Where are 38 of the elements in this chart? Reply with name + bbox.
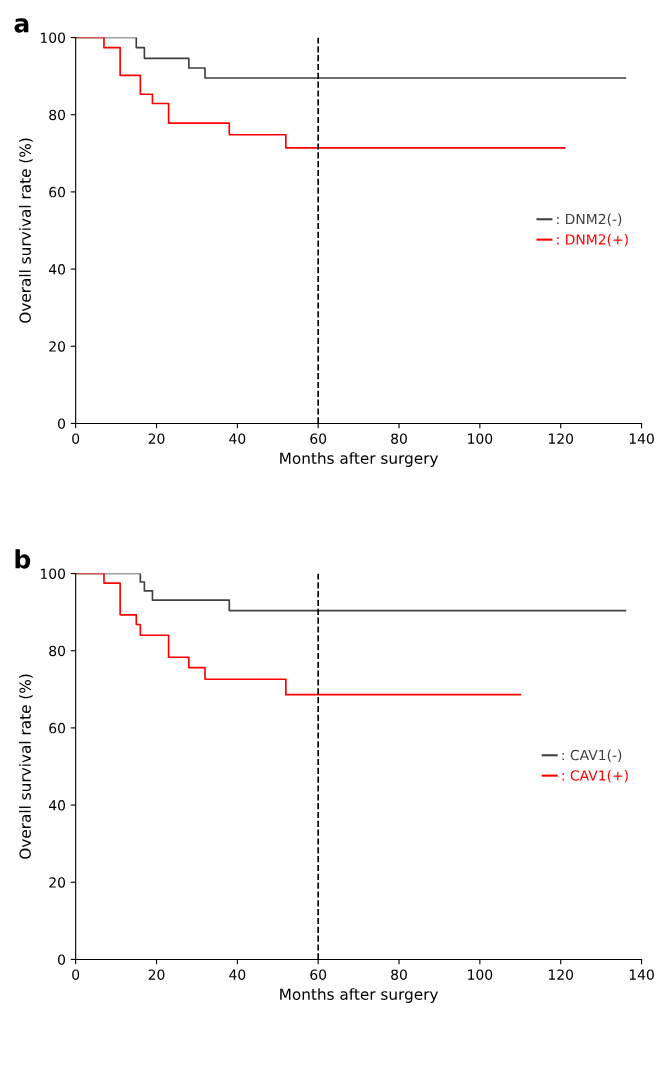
- y-tick-label: 40: [48, 800, 66, 811]
- y-tick-label: 80: [49, 109, 66, 121]
- x-tick-label: 140: [629, 969, 654, 980]
- x-axis-title: Months after surgery: [280, 988, 439, 1003]
- legend-label: : DNM2(+): [557, 233, 628, 247]
- y-tick-label: 20: [49, 341, 66, 352]
- x-tick-label: 0: [72, 969, 80, 980]
- text: b: [15, 549, 31, 569]
- legend-label: : CAV1(-): [562, 749, 622, 762]
- x-tick-label: 120: [548, 433, 574, 444]
- y-tick-label: 0: [58, 954, 66, 965]
- x-tick-label: 60: [310, 969, 327, 980]
- y-tick-label: 80: [49, 645, 66, 657]
- x-tick-label: 80: [391, 433, 407, 444]
- y-tick-label: 100: [40, 32, 66, 43]
- y-axis-title: Overall survival rate (%): [19, 138, 33, 323]
- x-tick-label: 40: [229, 969, 246, 980]
- y-tick-label: 60: [49, 722, 66, 734]
- x-tick-label: 0: [72, 433, 80, 444]
- y-tick-label: 0: [58, 418, 66, 429]
- x-tick-label: 20: [148, 433, 165, 444]
- x-tick-label: 60: [310, 433, 327, 444]
- y-tick-label: 40: [48, 264, 66, 275]
- x-axis-title: Months after surgery: [280, 452, 439, 467]
- x-tick-label: 100: [468, 433, 493, 444]
- y-tick-label: 100: [40, 568, 66, 579]
- legend-label: : CAV1(+): [562, 769, 628, 783]
- x-tick-label: 80: [391, 969, 407, 980]
- x-tick-label: 40: [229, 433, 246, 444]
- x-tick-label: 140: [629, 433, 654, 444]
- text: a: [14, 18, 29, 33]
- x-tick-label: 20: [148, 969, 165, 980]
- y-tick-label: 60: [49, 186, 66, 198]
- x-tick-label: 120: [548, 969, 574, 980]
- y-axis-title: Overall survival rate (%): [19, 674, 33, 859]
- y-tick-label: 20: [49, 877, 66, 888]
- legend-label: : DNM2(-): [557, 213, 622, 226]
- x-tick-label: 100: [468, 969, 493, 980]
